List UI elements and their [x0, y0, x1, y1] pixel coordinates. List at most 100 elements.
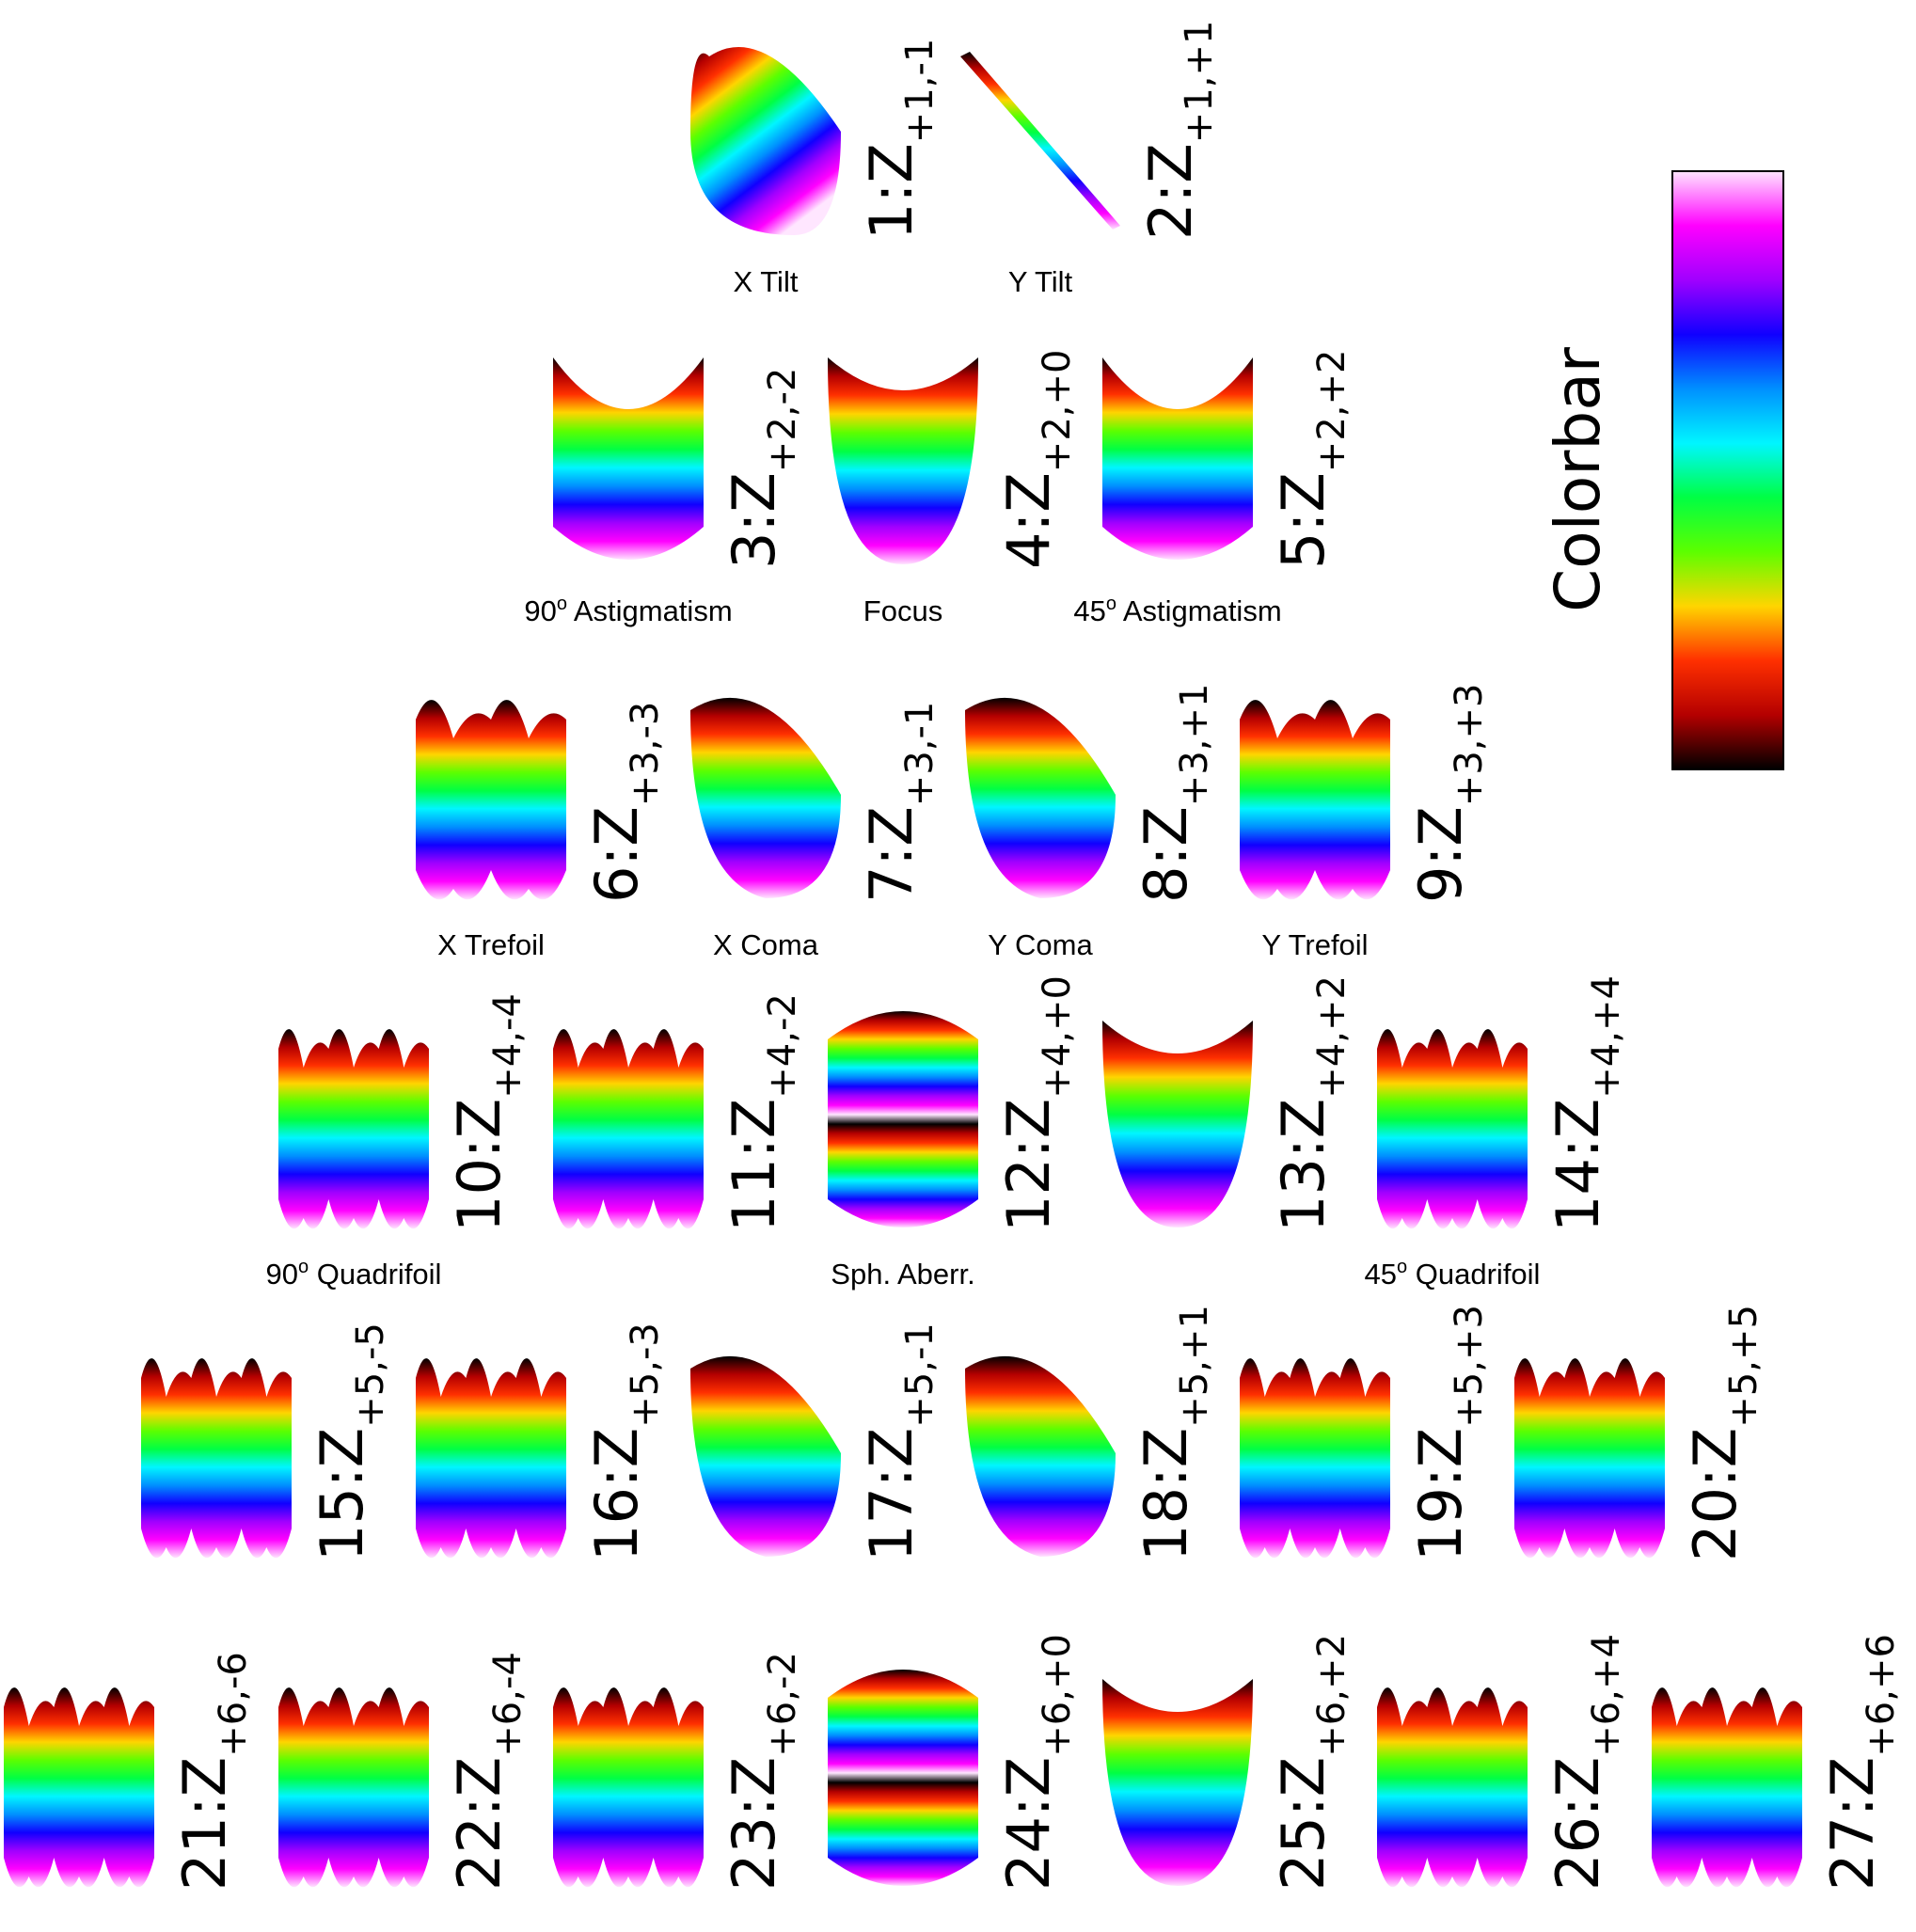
trefoil-surface-icon — [1240, 700, 1390, 900]
zernike-subscript: +6,-2 — [761, 1652, 804, 1757]
mode-name: 90 — [266, 1258, 298, 1291]
zernike-subscript: +3,-3 — [624, 702, 667, 807]
surfaces-layer — [4, 47, 1802, 1888]
zernike-index-label: 25:Z+6,+2 — [1269, 1634, 1354, 1891]
quadrifoil-surface-icon — [278, 1029, 429, 1229]
bowl-surface-icon — [828, 357, 978, 564]
mode-name: 90 — [524, 594, 556, 627]
mode-name: X Trefoil — [437, 928, 545, 961]
zernike-subscript: +5,-5 — [349, 1322, 392, 1428]
zernike-subscript: +5,+5 — [1722, 1305, 1766, 1428]
mode-name: X Tilt — [734, 265, 799, 298]
cylinder-surface-icon — [828, 1670, 978, 1886]
mode-name: Y Trefoil — [1261, 928, 1368, 961]
coma-surface-icon — [965, 697, 1116, 898]
mode-name-label: X Trefoil — [437, 928, 545, 961]
zernike-index-label: 27:Z+6,+6 — [1818, 1634, 1903, 1891]
zernike-index-label: 17:Z+5,-1 — [857, 1322, 942, 1561]
wave-surface-icon — [141, 1358, 292, 1559]
cylinder-surface-icon — [828, 1011, 978, 1227]
zernike-index-label: 18:Z+5,+1 — [1132, 1305, 1216, 1561]
mode-name: Sph. Aberr. — [831, 1258, 974, 1291]
zernike-index: 12:Z — [994, 1099, 1063, 1232]
zernike-index: 21:Z — [170, 1757, 239, 1891]
zernike-index: 19:Z — [1406, 1428, 1475, 1561]
zernike-subscript: +4,+4 — [1585, 975, 1628, 1099]
mode-name: Focus — [863, 594, 942, 627]
mode-name-label: Sph. Aberr. — [831, 1258, 974, 1291]
zernike-index: 6:Z — [582, 806, 651, 903]
saddle-surface-icon — [553, 357, 704, 560]
trefoil-surface-icon — [416, 700, 566, 900]
quadrifoil-surface-icon — [1377, 1029, 1528, 1229]
zernike-index-label: 11:Z+4,-2 — [720, 993, 804, 1232]
mode-name-label: 45o Astigmatism — [1073, 594, 1281, 627]
zernike-subscript: +4,-2 — [761, 993, 804, 1099]
zernike-index-label: 26:Z+6,+4 — [1544, 1634, 1628, 1891]
degree-symbol: o — [298, 1257, 309, 1277]
zernike-subscript: +3,+3 — [1448, 684, 1491, 807]
zernike-index-label: 1:Z+1,-1 — [857, 39, 942, 240]
zernike-index-label: 21:Z+6,-6 — [170, 1652, 255, 1891]
zernike-index: 17:Z — [857, 1428, 926, 1561]
zernike-index: 8:Z — [1132, 806, 1200, 903]
zernike-index: 16:Z — [582, 1428, 651, 1561]
zernike-subscript: +6,+0 — [1036, 1634, 1079, 1757]
zernike-subscript: +1,-1 — [898, 39, 942, 144]
zernike-index: 26:Z — [1544, 1757, 1612, 1891]
zernike-subscript: +5,-3 — [624, 1322, 667, 1428]
zernike-subscript: +5,+3 — [1448, 1305, 1491, 1428]
zernike-subscript: +6,+6 — [1860, 1634, 1903, 1757]
mode-name-label: 90o Astigmatism — [524, 594, 732, 627]
zernike-subscript: +6,-6 — [212, 1652, 255, 1757]
zernike-index-label: 20:Z+5,+5 — [1681, 1305, 1766, 1561]
mode-name: 45 — [1365, 1258, 1397, 1291]
zernike-subscript: +5,+1 — [1173, 1305, 1216, 1428]
zernike-index-label: 5:Z+2,+2 — [1269, 350, 1354, 569]
zernike-index: 2:Z — [1136, 143, 1205, 240]
zernike-index: 5:Z — [1269, 472, 1338, 569]
mode-name: X Coma — [713, 928, 819, 961]
zernike-subscript: +3,+1 — [1173, 684, 1216, 807]
zernike-index-label: 6:Z+3,-3 — [582, 702, 667, 903]
zernike-index-label: 22:Z+6,-4 — [445, 1652, 530, 1891]
zernike-index: 3:Z — [720, 472, 788, 569]
zernike-index: 4:Z — [994, 472, 1063, 569]
zernike-index-label: 15:Z+5,-5 — [308, 1322, 392, 1561]
zernike-index: 25:Z — [1269, 1757, 1338, 1891]
saddle-surface-icon — [1102, 357, 1253, 560]
mode-name-tail: Astigmatism — [1116, 594, 1282, 627]
x-tilt-surface-icon — [690, 47, 841, 235]
zernike-index: 11:Z — [720, 1099, 788, 1232]
wave-surface-icon — [1652, 1687, 1802, 1888]
zernike-subscript: +6,-4 — [486, 1652, 530, 1757]
mode-name: Y Coma — [988, 928, 1093, 961]
wave-surface-icon — [416, 1358, 566, 1559]
astigmatism-surface-icon — [553, 1029, 704, 1229]
zernike-index: 24:Z — [994, 1757, 1063, 1891]
wave-surface-icon — [1377, 1687, 1528, 1888]
zernike-index: 18:Z — [1132, 1428, 1200, 1561]
zernike-subscript: +4,-4 — [486, 993, 530, 1099]
y-tilt-surface-icon — [960, 52, 1120, 230]
zernike-subscript: +3,-1 — [898, 702, 942, 807]
zernike-subscript: +1,+1 — [1178, 21, 1221, 144]
zernike-index-label: 9:Z+3,+3 — [1406, 684, 1491, 903]
zernike-index: 27:Z — [1818, 1757, 1887, 1891]
mode-name-label: X Tilt — [734, 265, 799, 298]
zernike-index-label: 3:Z+2,-2 — [720, 368, 804, 569]
zernike-index-label: 7:Z+3,-1 — [857, 702, 942, 903]
zernike-index: 15:Z — [308, 1428, 376, 1561]
mode-name: 45 — [1073, 594, 1105, 627]
coma-surface-icon — [690, 697, 841, 898]
bowl-surface-icon — [1102, 1021, 1253, 1227]
zernike-subscript: +4,+0 — [1036, 975, 1079, 1099]
zernike-index-label: 4:Z+2,+0 — [994, 350, 1079, 569]
wave-surface-icon — [553, 1687, 704, 1888]
zernike-subscript: +6,+2 — [1310, 1634, 1354, 1757]
zernike-index-label: 16:Z+5,-3 — [582, 1322, 667, 1561]
zernike-index: 13:Z — [1269, 1099, 1338, 1232]
zernike-index: 7:Z — [857, 806, 926, 903]
zernike-subscript: +4,+2 — [1310, 975, 1354, 1099]
